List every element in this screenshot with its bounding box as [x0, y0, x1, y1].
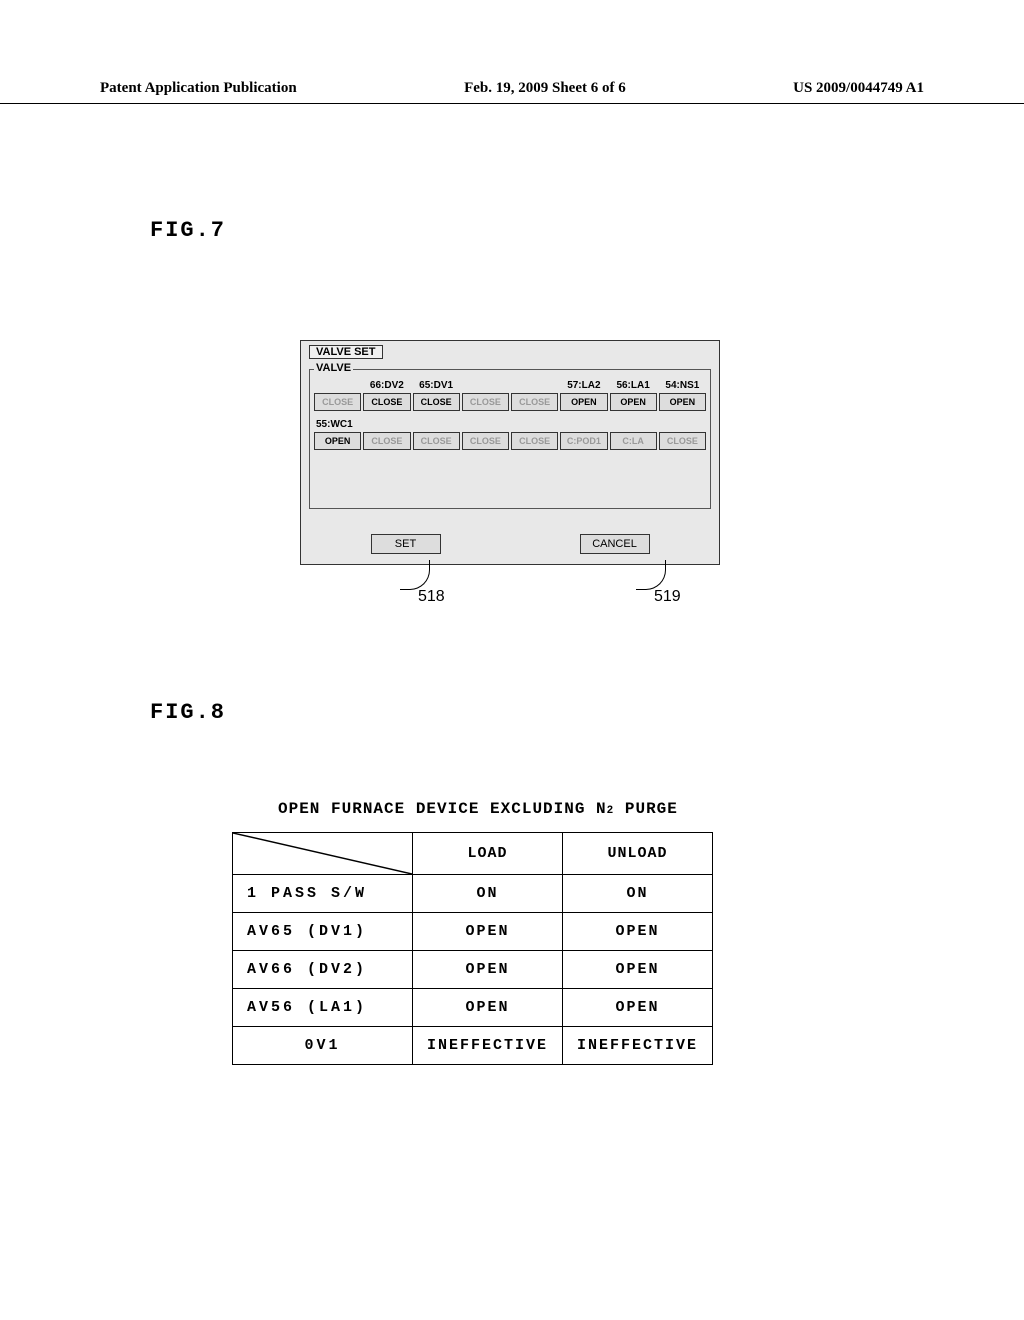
valve-label — [462, 380, 509, 391]
cell-unload: INEFFECTIVE — [563, 1027, 713, 1065]
callout-line-518 — [400, 560, 430, 590]
valve-row1-labels: 66:DV2 65:DV1 57:LA2 56:LA1 54:NS1 — [314, 380, 706, 391]
cell-load: ON — [413, 875, 563, 913]
table-header-row: LOAD UNLOAD — [233, 833, 713, 875]
row-name: AV65 (DV1) — [233, 913, 413, 951]
valve-button[interactable]: CLOSE — [363, 432, 410, 450]
header-right: US 2009/0044749 A1 — [793, 80, 924, 97]
table-row: 1 PASS S/WONON — [233, 875, 713, 913]
valve-button[interactable]: CLOSE — [659, 432, 706, 450]
cancel-button[interactable]: CANCEL — [580, 534, 650, 554]
table-row: AV66 (DV2)OPENOPEN — [233, 951, 713, 989]
cell-unload: OPEN — [563, 989, 713, 1027]
valve-row2-prefix: 55:WC1 — [316, 419, 706, 430]
valve-row2: OPENCLOSECLOSECLOSECLOSEC:POD1C:LACLOSE — [314, 432, 706, 450]
set-button[interactable]: SET — [371, 534, 441, 554]
cell-unload: ON — [563, 875, 713, 913]
cell-load: OPEN — [413, 913, 563, 951]
valve-group: VALVE 66:DV2 65:DV1 57:LA2 56:LA1 54:NS1… — [309, 369, 711, 509]
valve-label: 66:DV2 — [363, 380, 410, 391]
fig8-title-pre: OPEN FURNACE DEVICE EXCLUDING N — [278, 800, 607, 818]
page-header: Patent Application Publication Feb. 19, … — [0, 80, 1024, 104]
header-center: Feb. 19, 2009 Sheet 6 of 6 — [464, 80, 626, 97]
figure-8-label: FIG.8 — [150, 700, 226, 725]
valve-label: 54:NS1 — [659, 380, 706, 391]
valve-group-label: VALVE — [314, 362, 353, 374]
cell-load: OPEN — [413, 951, 563, 989]
valve-button[interactable]: OPEN — [314, 432, 361, 450]
cell-load: OPEN — [413, 989, 563, 1027]
row-name: AV56 (LA1) — [233, 989, 413, 1027]
figure-7-label: FIG.7 — [150, 218, 226, 243]
row-name: AV66 (DV2) — [233, 951, 413, 989]
cell-load: INEFFECTIVE — [413, 1027, 563, 1065]
valve-row1: CLOSECLOSECLOSECLOSECLOSEOPENOPENOPEN — [314, 393, 706, 411]
col-unload: UNLOAD — [563, 833, 713, 875]
fig8-title-post: PURGE — [625, 800, 678, 818]
valve-button[interactable]: CLOSE — [511, 432, 558, 450]
valve-label: 56:LA1 — [610, 380, 657, 391]
header-left: Patent Application Publication — [100, 80, 297, 97]
row-name: 0V1 — [233, 1027, 413, 1065]
valve-button[interactable]: C:LA — [610, 432, 657, 450]
table-row: AV56 (LA1)OPENOPEN — [233, 989, 713, 1027]
valve-button[interactable]: CLOSE — [413, 393, 460, 411]
valve-set-dialog: VALVE SET VALVE 66:DV2 65:DV1 57:LA2 56:… — [300, 340, 720, 565]
table-row: 0V1INEFFECTIVEINEFFECTIVE — [233, 1027, 713, 1065]
valve-label — [314, 380, 361, 391]
valve-button[interactable]: CLOSE — [363, 393, 410, 411]
dialog-button-row: SET CANCEL — [301, 534, 719, 554]
valve-button[interactable]: CLOSE — [413, 432, 460, 450]
valve-button[interactable]: OPEN — [560, 393, 607, 411]
fig8-title-sub: 2 — [607, 805, 615, 817]
valve-button[interactable]: CLOSE — [511, 393, 558, 411]
dialog-title: VALVE SET — [309, 345, 383, 359]
valve-label: 65:DV1 — [413, 380, 460, 391]
valve-button[interactable]: CLOSE — [314, 393, 361, 411]
cell-unload: OPEN — [563, 913, 713, 951]
callout-518: 518 — [418, 588, 445, 606]
valve-label: 57:LA2 — [560, 380, 607, 391]
valve-button[interactable]: CLOSE — [462, 393, 509, 411]
valve-button[interactable]: CLOSE — [462, 432, 509, 450]
table-corner-cell — [233, 833, 413, 875]
valve-button[interactable]: C:POD1 — [560, 432, 607, 450]
table-row: AV65 (DV1)OPENOPEN — [233, 913, 713, 951]
valve-button[interactable]: OPEN — [610, 393, 657, 411]
valve-button[interactable]: OPEN — [659, 393, 706, 411]
fig8-title: OPEN FURNACE DEVICE EXCLUDING N2 PURGE — [278, 800, 678, 818]
row-name: 1 PASS S/W — [233, 875, 413, 913]
col-load: LOAD — [413, 833, 563, 875]
fig8-table: LOAD UNLOAD 1 PASS S/WONONAV65 (DV1)OPEN… — [232, 832, 713, 1065]
callout-line-519 — [636, 560, 666, 590]
cell-unload: OPEN — [563, 951, 713, 989]
callout-519: 519 — [654, 588, 681, 606]
valve-label — [511, 380, 558, 391]
